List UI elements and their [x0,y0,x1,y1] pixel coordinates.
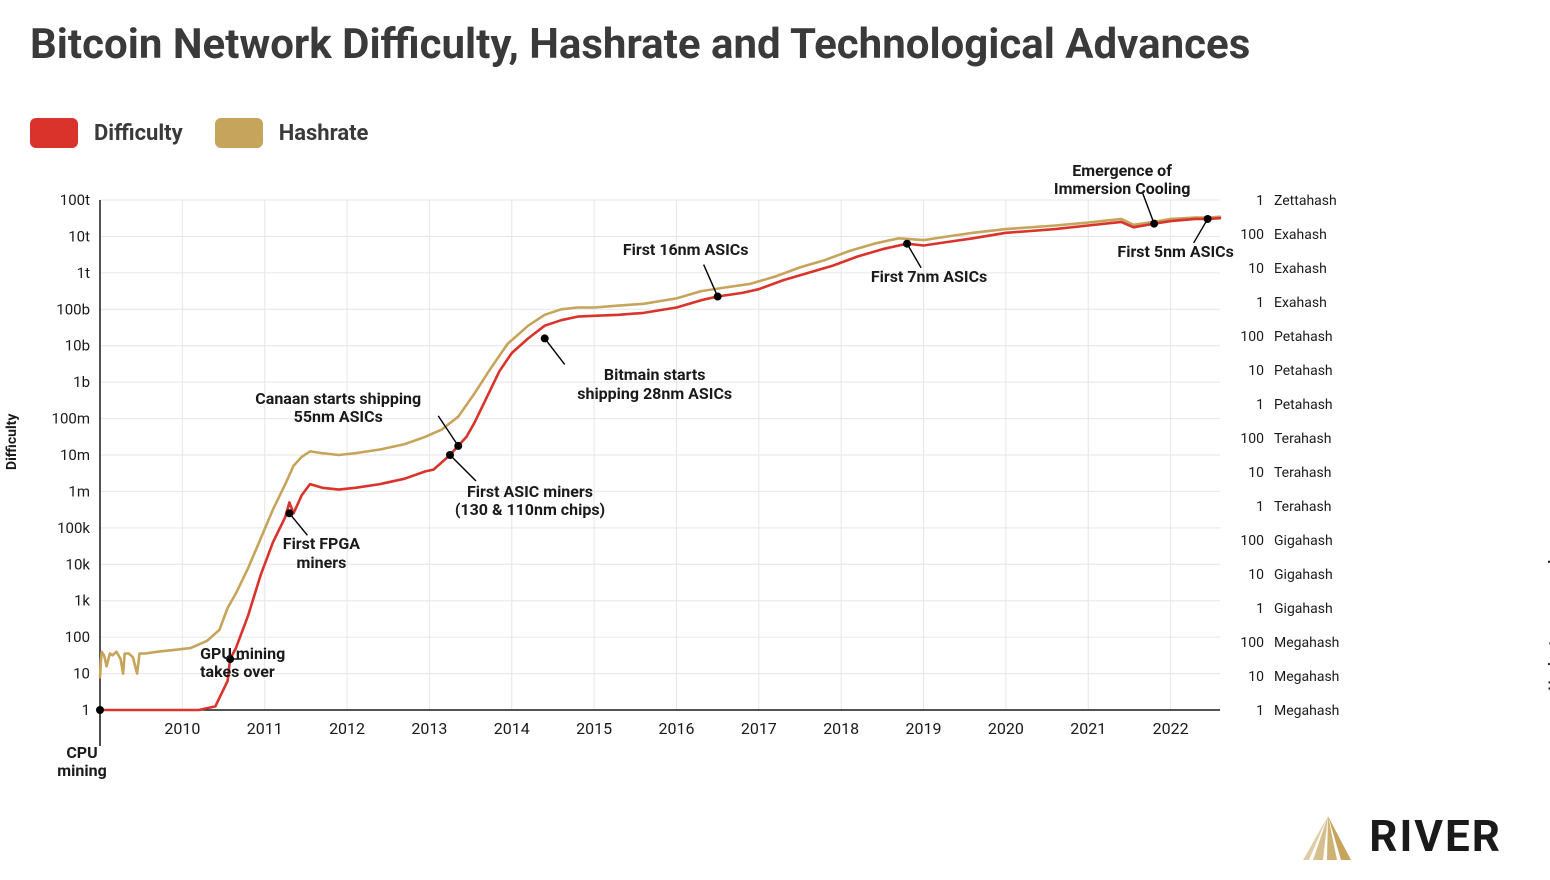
annotation-marker-first-7nm [903,240,911,248]
annotation-first-16nm: First 16nm ASICs [596,241,776,259]
x-tick-label: 2015 [576,719,612,738]
hashrate-swatch [215,118,263,148]
chart-svg: 1 10 100 1k 10k 100k 1m 10m 100m 1b 10b 100b 1t 10t 10… [0,170,1550,790]
y-right-tick-unit: Gigahash [1274,533,1333,549]
annotation-marker-first-asic [446,451,454,459]
legend-item-difficulty: Difficulty [30,118,183,148]
annotation-first-7nm: First 7nm ASICs [839,268,1019,286]
annotation-first-asic: First ASIC miners (130 & 110nm chips) [440,483,620,520]
y-right-tick-unit: Megahash [1274,703,1339,719]
annotation-immersion: Emergence of Immersion Cooling [1032,162,1212,199]
annotation-cpu-mining: CPU mining [0,744,172,781]
legend-label-hashrate: Hashrate [279,121,369,146]
annotation-bitmain-28nm: Bitmain starts shipping 28nm ASICs [565,366,745,403]
y-right-tick-unit: Exahash [1274,261,1327,277]
y-right-tick-number: 100 [1240,227,1264,243]
difficulty-swatch [30,118,78,148]
y-left-tick-label: 10 [73,665,90,683]
brand: RIVER [1301,810,1502,862]
y-right-tick-number: 1 [1256,295,1264,311]
y-right-tick-number: 1 [1256,397,1264,413]
y-left-tick-label: 1m [68,482,90,500]
y-right-tick-number: 10 [1248,465,1264,481]
y-right-tick-number: 100 [1240,431,1264,447]
legend: Difficulty Hashrate [30,118,368,148]
x-tick-label: 2010 [164,719,200,738]
y-right-tick-unit: Terahash [1274,431,1331,447]
y-left-tick-label: 1 [82,701,90,719]
annotation-marker-first-16nm [714,293,722,301]
y-left-tick-label: 10m [60,446,90,464]
y-right-tick-unit: Terahash [1274,499,1331,515]
y-right-tick-number: 10 [1248,669,1264,685]
y-left-tick-label: 1b [73,373,90,391]
legend-item-hashrate: Hashrate [215,118,369,148]
chart-area: Difficulty Hashrate per second 1101001k1… [0,170,1550,790]
y-right-tick-number: 1 [1256,601,1264,617]
brand-logo-icon [1301,814,1355,862]
y-left-tick-label: 100 [65,628,90,646]
y-left-tick-label: 100m [52,410,90,428]
y-right-tick-number: 100 [1240,329,1264,345]
annotation-marker-cpu-mining [96,706,104,714]
y-right-tick-unit: Petahash [1274,329,1333,345]
hashrate-line [100,217,1220,677]
annotation-first-fpga: First FPGA miners [231,535,411,572]
x-tick-label: 2013 [411,719,447,738]
chart-title: Bitcoin Network Difficulty, Hashrate and… [30,20,1250,69]
annotation-gpu-mining: GPU mining takes over [200,645,380,682]
x-tick-label: 2021 [1070,719,1106,738]
y-right-tick-number: 100 [1240,533,1264,549]
y-left-tick-label: 1t [77,264,90,282]
annotation-canaan-55nm: Canaan starts shipping 55nm ASICs [248,390,428,427]
annotation-marker-first-5nm [1204,215,1212,223]
y-left-tick-label: 100t [60,191,90,209]
y-left-tick-label: 10k [66,555,91,573]
y-right-tick-unit: Zettahash [1274,193,1337,209]
annotation-marker-canaan-55nm [454,442,462,450]
y-left-tick-label: 10t [68,227,90,245]
y-right-tick-number: 10 [1248,261,1264,277]
x-tick-label: 2018 [823,719,859,738]
annotation-marker-first-fpga [285,509,293,517]
x-tick-label: 2017 [741,719,777,738]
x-tick-label: 2014 [494,719,530,738]
y-right-tick-number: 10 [1248,567,1264,583]
annotation-marker-bitmain-28nm [541,334,549,342]
y-right-tick-unit: Gigahash [1274,601,1333,617]
y-right-tick-number: 1 [1256,193,1264,209]
annotation-first-5nm: First 5nm ASICs [1086,243,1266,261]
page: { "title": "Bitcoin Network Difficulty, … [0,0,1550,880]
x-tick-label: 2016 [658,719,694,738]
difficulty-line [100,218,1220,710]
annotation-marker-immersion [1150,220,1158,228]
y-right-tick-unit: Exahash [1274,295,1327,311]
y-right-tick-unit: Gigahash [1274,567,1333,583]
y-right-tick-number: 1 [1256,703,1264,719]
y-left-tick-label: 100b [56,300,90,318]
y-right-tick-number: 100 [1240,635,1264,651]
y-left-tick-label: 1k [74,592,90,610]
x-tick-label: 2011 [247,719,283,738]
legend-label-difficulty: Difficulty [94,121,183,146]
y-left-tick-label: 100k [57,519,90,537]
x-tick-label: 2022 [1153,719,1189,738]
x-tick-label: 2012 [329,719,365,738]
brand-name: RIVER [1369,810,1502,862]
y-right-tick-number: 1 [1256,499,1264,515]
y-left-tick-label: 10b [65,337,90,355]
y-right-tick-unit: Petahash [1274,397,1333,413]
x-tick-label: 2019 [906,719,942,738]
y-right-tick-unit: Exahash [1274,227,1327,243]
y-right-tick-unit: Petahash [1274,363,1333,379]
x-tick-label: 2020 [988,719,1024,738]
y-right-tick-unit: Megahash [1274,635,1339,651]
y-right-tick-unit: Terahash [1274,465,1331,481]
y-right-tick-unit: Megahash [1274,669,1339,685]
y-right-tick-number: 10 [1248,363,1264,379]
